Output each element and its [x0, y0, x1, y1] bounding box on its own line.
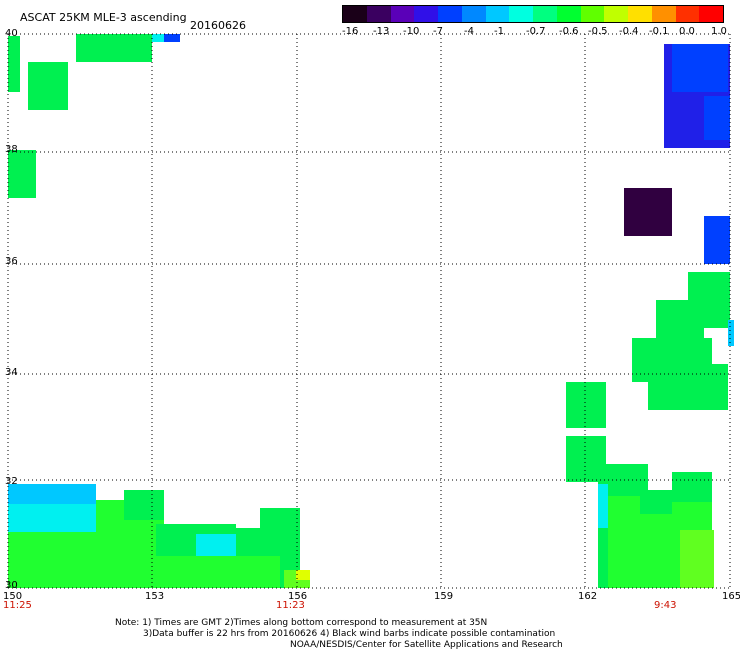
wind-cell	[164, 34, 180, 42]
wind-cell	[566, 382, 606, 428]
colorbar-swatch	[390, 6, 415, 22]
wind-cell	[680, 530, 714, 588]
colorbar-swatch	[485, 6, 510, 22]
colorbar-tick: -0.7	[526, 26, 546, 37]
colorbar-tick: -0.6	[559, 26, 579, 37]
colorbar-swatch	[651, 6, 676, 22]
wind-cell	[648, 364, 728, 410]
wind-cell	[704, 96, 730, 140]
wind-cell	[656, 300, 704, 338]
colorbar-swatch	[366, 6, 391, 22]
colorbar-swatch	[604, 6, 628, 22]
lon-label-165: 165	[722, 591, 740, 602]
wind-cell	[704, 216, 730, 264]
colorbar-tick: -7	[433, 26, 443, 37]
colorbar-swatch	[461, 6, 486, 22]
colorbar-swatch	[533, 6, 557, 22]
colorbar-swatch	[580, 6, 605, 22]
colorbar-tick: -0.4	[619, 26, 639, 37]
wind-cell	[260, 508, 300, 538]
colorbar	[342, 5, 724, 23]
wind-cell	[8, 150, 36, 198]
lat-label-32: 32	[5, 476, 18, 487]
colorbar-swatch	[509, 6, 533, 22]
wind-cell	[598, 484, 608, 528]
colorbar-tick: -4	[464, 26, 474, 37]
lon-label-159: 159	[434, 591, 454, 602]
wind-cell	[152, 34, 164, 42]
colorbar-tick: -1	[494, 26, 504, 37]
time-label-3: 9:43	[654, 600, 677, 611]
colorbar-swatch	[556, 6, 581, 22]
date-label: 20160626	[190, 19, 246, 32]
wind-cell	[8, 484, 96, 504]
wind-cell	[640, 490, 672, 514]
lon-label-162: 162	[578, 591, 598, 602]
wind-cell	[296, 570, 310, 580]
colorbar-swatch	[675, 6, 700, 22]
colorbar-swatch	[438, 6, 462, 22]
colorbar-tick: 0.0	[679, 26, 695, 37]
time-label-1: 11:25	[3, 600, 32, 611]
note-line-1: Note: 1) Times are GMT 2)Times along bot…	[115, 618, 488, 628]
lat-lon-grid	[7, 33, 731, 589]
colorbar-swatch	[628, 6, 652, 22]
colorbar-tick: -0.5	[588, 26, 608, 37]
colorbar-swatch	[699, 6, 723, 22]
product-title: ASCAT 25KM MLE-3 ascending	[20, 11, 187, 24]
colorbar-swatch	[343, 6, 367, 22]
wind-cell	[672, 472, 712, 502]
lat-label-38: 38	[5, 144, 18, 155]
wind-cell	[20, 556, 280, 588]
lat-label-40: 40	[5, 28, 18, 39]
time-label-2: 11:23	[276, 600, 305, 611]
note-line-2: 3)Data buffer is 22 hrs from 20160626 4)…	[143, 629, 556, 639]
wind-cell	[76, 34, 152, 62]
lat-label-36: 36	[5, 256, 18, 267]
lat-label-34: 34	[5, 367, 18, 378]
wind-cells	[8, 34, 734, 588]
note-line-3: NOAA/NESDIS/Center for Satellite Applica…	[290, 640, 563, 650]
wind-cell	[28, 62, 68, 110]
wind-cell	[124, 490, 164, 520]
wind-cell	[672, 44, 728, 92]
lon-label-156: 156	[288, 591, 308, 602]
colorbar-tick: -13	[373, 26, 390, 37]
colorbar-tick: -10	[403, 26, 420, 37]
colorbar-tick: -16	[342, 26, 359, 37]
wind-cell	[624, 188, 672, 236]
colorbar-ticks: -16 -13 -10 -7 -4 -1 -0.7 -0.6 -0.5 -0.4 -0.1 0.0 1.…	[330, 26, 740, 38]
colorbar-tick: -0.1	[649, 26, 669, 37]
colorbar-swatch	[414, 6, 438, 22]
lon-label-150: 150	[3, 591, 23, 602]
lat-label-30: 30	[5, 580, 18, 591]
colorbar-tick: 1.0	[711, 26, 727, 37]
wind-cell	[728, 320, 734, 346]
wind-cell	[8, 36, 20, 92]
lon-label-153: 153	[145, 591, 165, 602]
